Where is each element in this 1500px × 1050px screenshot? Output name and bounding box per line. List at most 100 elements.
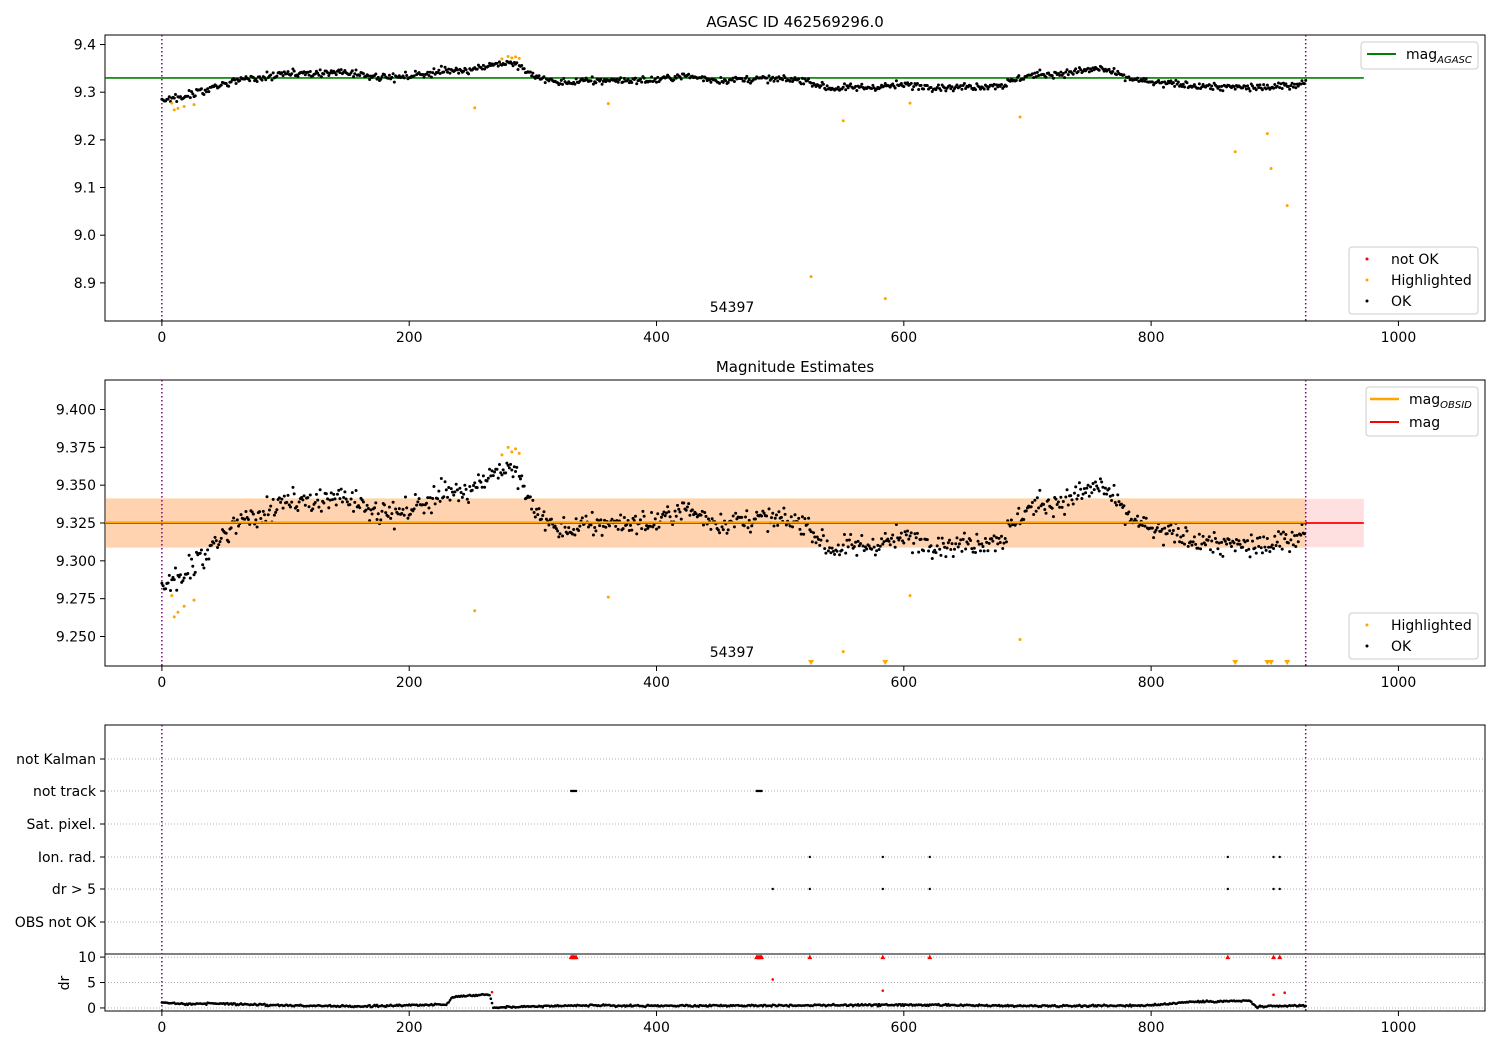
magnitude-ok-point xyxy=(516,487,520,491)
agasc-ok-point xyxy=(1248,89,1252,93)
magnitude-ok-point xyxy=(463,483,467,487)
magnitude-ok-point xyxy=(819,538,823,542)
magnitude-ok-point xyxy=(745,509,749,513)
magnitude-highlighted-below-marker xyxy=(808,660,815,665)
agasc-ok-point xyxy=(719,75,723,79)
magnitude-ok-point xyxy=(1276,530,1280,534)
agasc-ok-point xyxy=(619,76,623,80)
agasc-highlighted-point xyxy=(500,57,504,61)
magnitude-ok-point xyxy=(1236,542,1240,546)
agasc-ytick-label: 9.2 xyxy=(74,133,96,149)
agasc-ok-point xyxy=(1087,70,1091,74)
agasc-marks xyxy=(105,35,1364,321)
agasc-ok-point xyxy=(1086,66,1090,70)
agasc-ok-point xyxy=(1207,83,1211,87)
agasc-ok-point xyxy=(421,73,425,77)
agasc-ok-point xyxy=(542,75,546,79)
magnitude-ok-point xyxy=(1076,493,1080,497)
agasc-ok-point xyxy=(809,81,813,85)
magnitude-xtick-label: 800 xyxy=(1138,675,1165,691)
agasc-ok-point xyxy=(622,77,626,81)
magnitude-ok-point xyxy=(358,506,362,510)
magnitude-ok-point xyxy=(1054,497,1058,501)
magnitude-ok-point xyxy=(1211,550,1215,554)
agasc-ok-point xyxy=(950,85,954,89)
magnitude-ok-point xyxy=(178,573,182,577)
magnitude-ok-point xyxy=(912,541,916,545)
magnitude-ok-point xyxy=(369,508,373,512)
agasc-ok-point xyxy=(964,86,968,90)
magnitude-ok-point xyxy=(406,516,410,520)
magnitude-ok-point xyxy=(267,508,271,512)
agasc-ok-point xyxy=(438,71,442,75)
agasc-ok-point xyxy=(455,68,459,72)
magnitude-ok-point xyxy=(195,550,199,554)
agasc-ok-point xyxy=(1243,84,1247,88)
magnitude-ok-point xyxy=(164,587,168,591)
magnitude-ok-point xyxy=(841,543,845,547)
magnitude-ok-point xyxy=(448,498,452,502)
magnitude-ok-point xyxy=(1107,487,1111,491)
magnitude-ok-point xyxy=(327,506,331,510)
magnitude-ok-point xyxy=(980,542,984,546)
magnitude-ok-point xyxy=(313,500,317,504)
agasc-ok-point xyxy=(679,77,683,81)
agasc-ok-point xyxy=(412,74,416,78)
legend-marker-highlighted xyxy=(1365,278,1369,282)
magnitude-ok-point xyxy=(850,543,854,547)
agasc-ok-point xyxy=(307,73,311,77)
magnitude-ok-point xyxy=(1100,480,1104,484)
magnitude-ok-point xyxy=(335,492,339,496)
agasc-highlighted-point xyxy=(514,55,518,59)
magnitude-ok-point xyxy=(1144,516,1148,520)
magnitude-ok-point xyxy=(1105,492,1109,496)
magnitude-ok-point xyxy=(766,530,770,534)
magnitude-ok-point xyxy=(913,532,917,536)
magnitude-ok-point xyxy=(1108,494,1112,498)
magnitude-ok-point xyxy=(535,507,539,511)
magnitude-ok-point xyxy=(986,549,990,553)
flag-point xyxy=(574,789,578,793)
agasc-ok-point xyxy=(308,69,312,73)
magnitude-ok-point xyxy=(1116,493,1120,497)
magnitude-ok-point xyxy=(202,566,206,570)
dr-clipped-marker xyxy=(1277,954,1283,960)
magnitude-ok-point xyxy=(1103,486,1107,490)
agasc-ok-point xyxy=(426,70,430,74)
agasc-ok-point xyxy=(655,80,659,84)
flag-point xyxy=(1278,887,1281,891)
magnitude-ok-point xyxy=(684,508,688,512)
magnitude-ok-point xyxy=(985,540,989,544)
agasc-ok-point xyxy=(1065,68,1069,72)
magnitude-ok-point xyxy=(1066,503,1070,507)
magnitude-ok-point xyxy=(387,505,391,509)
magnitude-ok-point xyxy=(616,527,620,531)
magnitude-ok-point xyxy=(1071,502,1075,506)
legend-marker-ok xyxy=(1365,299,1369,303)
magnitude-ok-point xyxy=(206,548,210,552)
magnitude-ok-point xyxy=(678,510,682,514)
magnitude-ok-point xyxy=(186,572,190,576)
magnitude-ok-point xyxy=(1163,526,1167,530)
agasc-ok-point xyxy=(511,64,515,68)
magnitude-ok-point xyxy=(340,500,344,504)
magnitude-ok-point xyxy=(311,507,315,511)
magnitude-ok-point xyxy=(1227,538,1231,542)
magnitude-ok-point xyxy=(746,526,750,530)
agasc-ok-point xyxy=(574,77,578,81)
magnitude-ok-point xyxy=(514,470,518,474)
magnitude-ok-point xyxy=(1044,511,1048,515)
magnitude-highlighted-below-marker xyxy=(882,660,889,665)
agasc-ok-point xyxy=(986,87,990,91)
agasc-ok-point xyxy=(854,84,858,88)
agasc-ok-point xyxy=(368,78,372,82)
agasc-highlighted-point xyxy=(1233,150,1237,154)
magnitude-ok-point xyxy=(1101,485,1105,489)
magnitude-ok-point xyxy=(459,490,463,494)
magnitude-ok-point xyxy=(852,545,856,549)
magnitude-ok-point xyxy=(578,524,582,528)
agasc-ok-point xyxy=(1157,79,1161,83)
dr-point xyxy=(489,997,493,1001)
agasc-ok-point xyxy=(1232,85,1236,89)
magnitude-ok-point xyxy=(455,488,459,492)
